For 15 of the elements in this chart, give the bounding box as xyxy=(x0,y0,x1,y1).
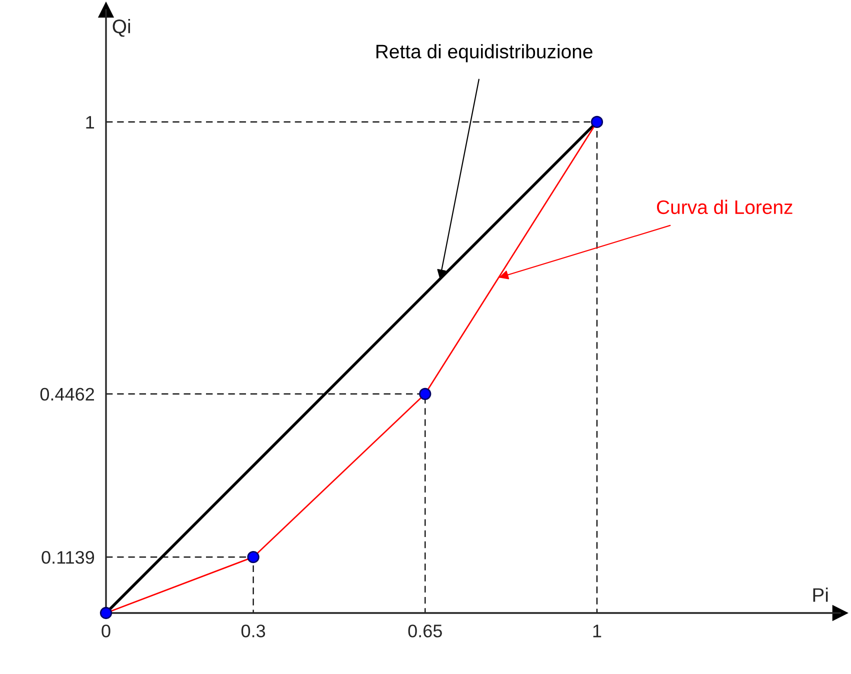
point xyxy=(100,606,112,620)
point xyxy=(247,550,260,564)
y-tick-label: 0.4462 xyxy=(40,388,94,401)
y-tick-label: 0.1139 xyxy=(42,551,94,564)
annotation: Curva di Lorenz xyxy=(656,200,792,214)
y-axis-title: Qi xyxy=(112,19,130,37)
point xyxy=(419,388,432,400)
x-tick-label: 1 xyxy=(593,624,602,638)
x-tick-label: 0.3 xyxy=(241,624,266,638)
point xyxy=(590,116,604,128)
y-tick-label: 1 xyxy=(86,116,94,128)
x-tick-label: 0 xyxy=(102,624,110,638)
x-tick-label: 0.65 xyxy=(408,624,442,638)
annotation: Retta di equidistribuzione xyxy=(376,44,592,62)
x-axis-title: Pi xyxy=(813,588,828,602)
